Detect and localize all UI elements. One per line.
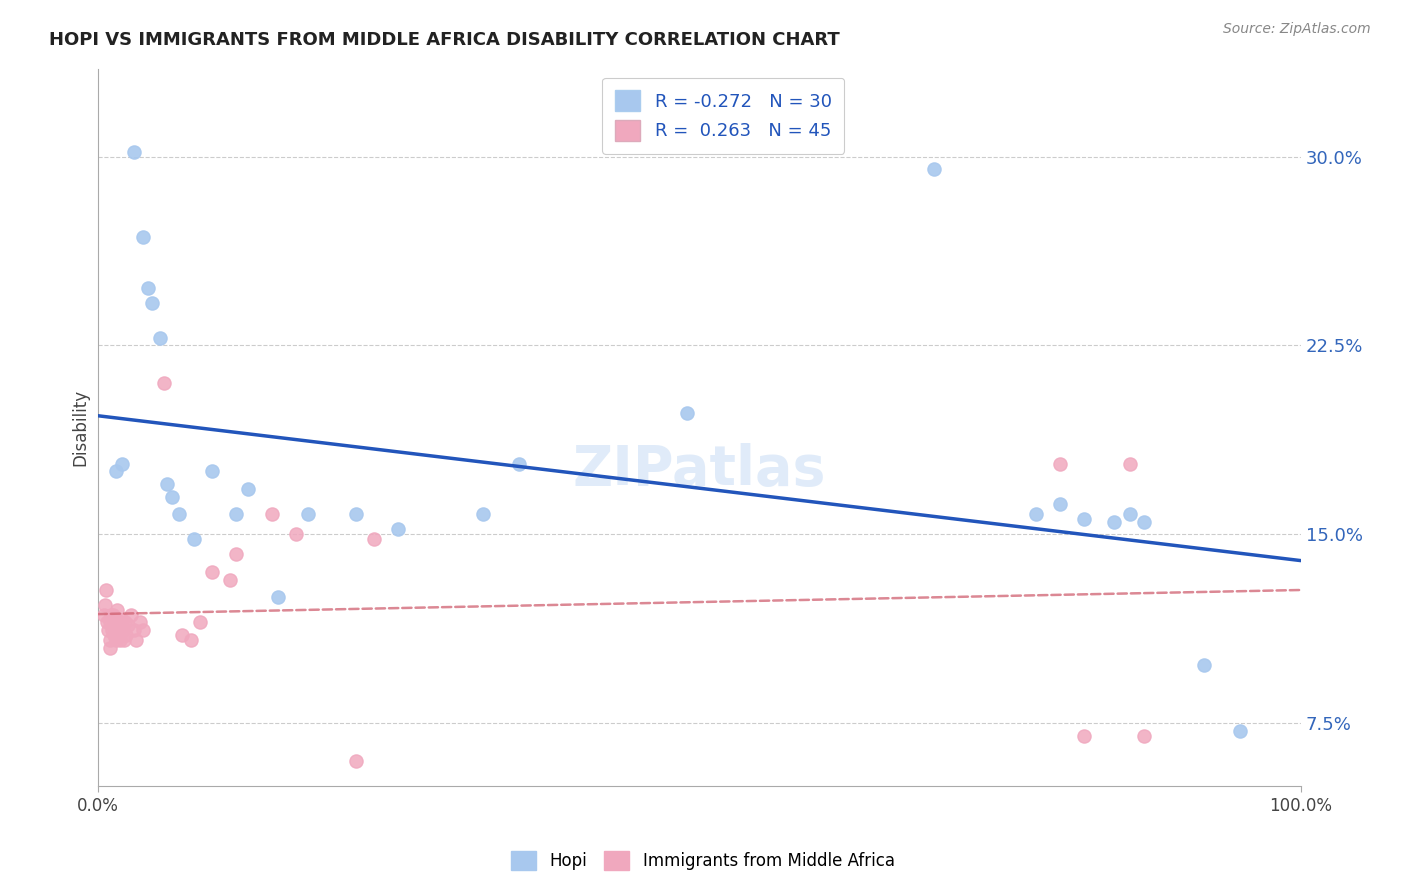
Point	[225, 548, 247, 562]
Point	[188, 615, 211, 630]
Point	[101, 623, 124, 637]
Point	[236, 482, 259, 496]
Point	[98, 615, 121, 630]
Point	[1194, 658, 1216, 673]
Point	[180, 633, 202, 648]
Point	[117, 618, 139, 632]
Point	[103, 615, 125, 630]
Point	[1025, 507, 1047, 521]
Legend: R = -0.272   N = 30, R =  0.263   N = 45: R = -0.272 N = 30, R = 0.263 N = 45	[602, 78, 844, 153]
Point	[1049, 497, 1071, 511]
Point	[219, 573, 242, 587]
Point	[170, 628, 193, 642]
Point	[225, 507, 247, 521]
Point	[98, 633, 121, 648]
Point	[103, 628, 125, 642]
Point	[105, 603, 128, 617]
Point	[922, 162, 945, 177]
Point	[285, 527, 308, 541]
Point	[98, 640, 121, 655]
Point	[111, 613, 134, 627]
Point	[96, 615, 118, 630]
Point	[141, 295, 163, 310]
Point	[344, 754, 367, 768]
Point	[1102, 515, 1125, 529]
Point	[267, 591, 290, 605]
Point	[108, 623, 131, 637]
Point	[297, 507, 319, 521]
Point	[1133, 729, 1156, 743]
Point	[1119, 457, 1142, 471]
Point	[160, 490, 183, 504]
Point	[260, 507, 283, 521]
Y-axis label: Disability: Disability	[72, 389, 89, 466]
Point	[104, 633, 127, 648]
Point	[97, 623, 120, 637]
Point	[508, 457, 530, 471]
Point	[108, 615, 131, 630]
Point	[110, 633, 132, 648]
Point	[136, 280, 159, 294]
Point	[111, 623, 134, 637]
Point	[183, 533, 205, 547]
Point	[94, 598, 117, 612]
Point	[115, 628, 138, 642]
Point	[120, 607, 142, 622]
Point	[93, 607, 115, 622]
Point	[1073, 729, 1095, 743]
Point	[100, 607, 122, 622]
Point	[169, 507, 191, 521]
Point	[1229, 723, 1251, 738]
Text: HOPI VS IMMIGRANTS FROM MIDDLE AFRICA DISABILITY CORRELATION CHART: HOPI VS IMMIGRANTS FROM MIDDLE AFRICA DI…	[49, 31, 839, 49]
Point	[201, 565, 224, 579]
Point	[1049, 457, 1071, 471]
Point	[107, 623, 129, 637]
Point	[104, 464, 127, 478]
Point	[471, 507, 494, 521]
Point	[152, 376, 174, 391]
Point	[387, 522, 409, 536]
Point	[156, 477, 179, 491]
Point	[363, 533, 385, 547]
Point	[344, 507, 367, 521]
Point	[103, 607, 125, 622]
Point	[94, 582, 117, 597]
Point	[125, 633, 148, 648]
Point	[676, 407, 699, 421]
Text: ZIPatlas: ZIPatlas	[572, 443, 825, 498]
Point	[132, 230, 155, 244]
Text: Source: ZipAtlas.com: Source: ZipAtlas.com	[1223, 22, 1371, 37]
Point	[114, 615, 136, 630]
Point	[1119, 507, 1142, 521]
Point	[201, 464, 224, 478]
Point	[132, 623, 155, 637]
Point	[128, 615, 150, 630]
Point	[149, 331, 172, 345]
Point	[112, 633, 135, 648]
Point	[111, 457, 134, 471]
Point	[122, 623, 145, 637]
Point	[1133, 515, 1156, 529]
Point	[1073, 512, 1095, 526]
Point	[122, 145, 145, 159]
Legend: Hopi, Immigrants from Middle Africa: Hopi, Immigrants from Middle Africa	[505, 844, 901, 877]
